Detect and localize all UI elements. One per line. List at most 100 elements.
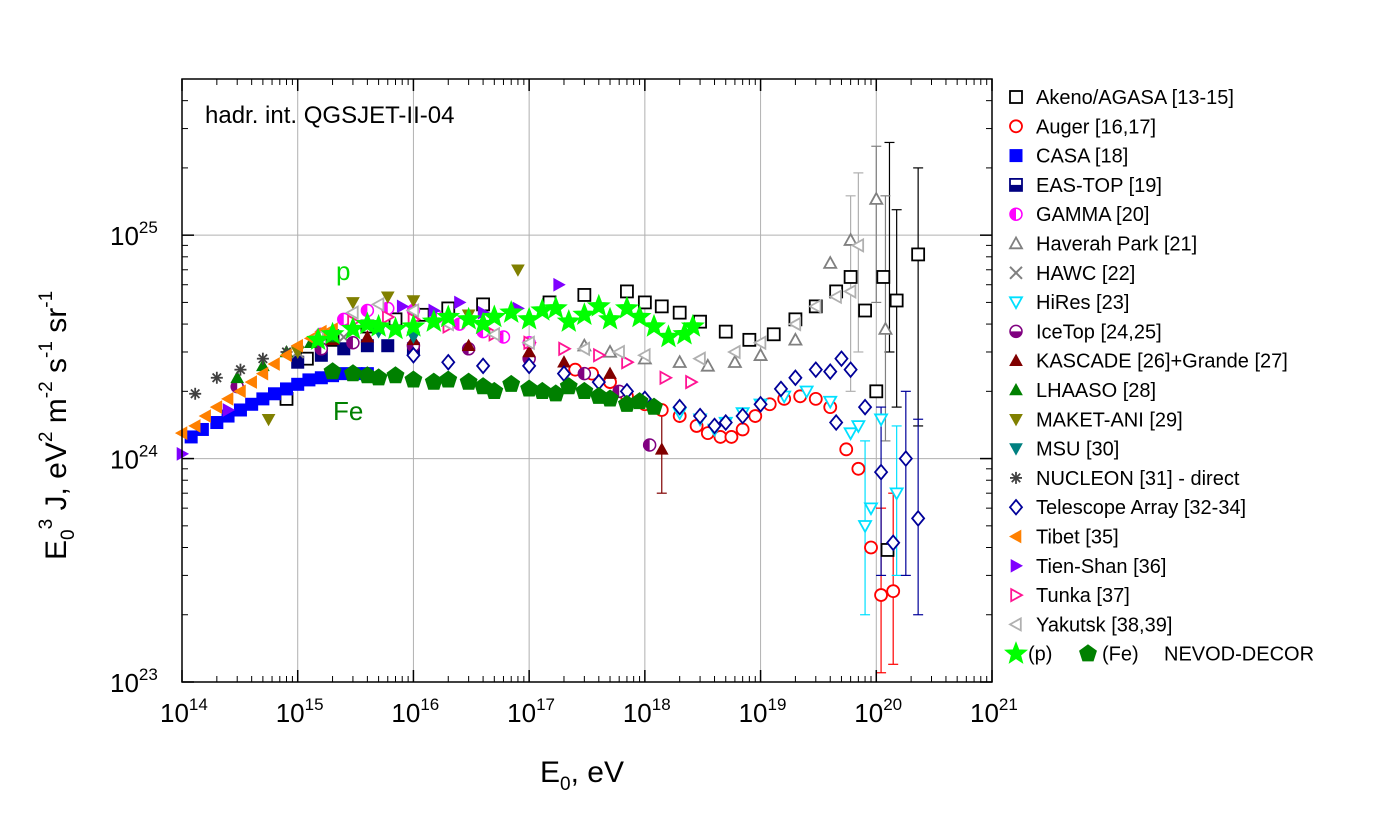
marker-shape: [256, 392, 270, 406]
data-point: [603, 366, 617, 379]
marker-shape: [773, 380, 789, 398]
marker-shape: [654, 299, 669, 314]
marker-shape: [405, 302, 420, 319]
legend-entry-nevod-decor: (p) (Fe) NEVOD-DECOR: [1004, 641, 1314, 666]
marker-fill: [1010, 184, 1022, 191]
data-point: [822, 255, 838, 269]
legend-entry: Yakutsk [38,39]: [1008, 614, 1172, 636]
legend-label: NUCLEON [31] - direct: [1036, 468, 1240, 490]
data-point: [593, 347, 607, 363]
legend-marker: [1009, 207, 1023, 221]
marker-shape: [221, 392, 234, 406]
data-point: [828, 289, 842, 305]
marker-shape: [406, 331, 421, 345]
axis-ticks: [181, 78, 993, 683]
data-point: [245, 397, 259, 411]
marker-shape: [672, 398, 687, 416]
data-point: [404, 370, 423, 388]
legend-marker: [1010, 558, 1024, 573]
marker-fill: [231, 380, 238, 393]
data-point: [396, 299, 410, 314]
data-point: [454, 295, 467, 310]
marker-shape: [1008, 529, 1022, 544]
data-point: [843, 361, 858, 379]
data-point: [406, 331, 421, 345]
legend-label: Auger [16,17]: [1036, 116, 1156, 138]
marker-shape: [244, 375, 257, 389]
marker-shape: [659, 370, 674, 386]
marker-shape: [598, 306, 622, 330]
marker-shape: [337, 342, 351, 356]
data-point: [680, 313, 705, 337]
data-point: [727, 344, 741, 360]
data-point: [188, 419, 201, 433]
marker-shape: [380, 291, 395, 304]
marker-fill: [1010, 331, 1022, 338]
marker-shape: [753, 395, 768, 413]
marker-shape: [222, 403, 236, 417]
marker-shape: [808, 391, 823, 406]
marker-shape: [637, 295, 652, 310]
data-point: [221, 392, 234, 406]
marker-shape: [436, 304, 461, 328]
marker-stroke: [258, 353, 268, 364]
data-point: [718, 324, 733, 339]
y-tick-label: 1024: [110, 442, 158, 475]
marker-shape: [1010, 587, 1024, 603]
marker-shape: [576, 341, 591, 357]
legend-entry: LHAASO [28]: [1009, 380, 1156, 402]
data-point: [672, 398, 687, 416]
y-axis-title: E03 J, eV2 m-2 s-1 sr-1: [36, 291, 79, 560]
legend-marker: [1009, 414, 1023, 427]
marker-shape: [654, 442, 669, 455]
data-point: [672, 305, 687, 320]
marker-shape: [1008, 296, 1024, 310]
legend-label: MAKET-ANI [29]: [1036, 409, 1183, 431]
data-point: [886, 534, 901, 552]
marker-shape: [1004, 641, 1028, 664]
data-point: [256, 352, 269, 365]
legend-marker: [1008, 235, 1024, 250]
data-point: [499, 300, 524, 323]
marker-shape: [718, 324, 733, 339]
marker-shape: [345, 305, 359, 321]
marker-shape: [323, 362, 342, 380]
data-point: [877, 321, 893, 335]
data-point: [685, 374, 699, 390]
marker-shape: [898, 449, 913, 468]
marker-shape: [370, 296, 385, 312]
legend-label: LHAASO [28]: [1036, 380, 1156, 402]
marker-shape: [637, 347, 651, 363]
marker-shape: [255, 366, 269, 381]
marker-shape: [401, 313, 426, 337]
data-point: [559, 377, 578, 395]
data-point: [873, 463, 889, 481]
data-point: [421, 309, 446, 332]
marker-shape: [843, 427, 859, 441]
marker-shape: [396, 299, 410, 314]
data-point: [843, 270, 858, 284]
marker-shape: [486, 326, 501, 342]
data-point: [748, 409, 763, 423]
data-point: [370, 296, 385, 312]
marker-shape: [593, 347, 607, 363]
data-point: [839, 442, 854, 457]
marker-stroke: [1009, 266, 1023, 280]
legend-label: Yakutsk [38,39]: [1036, 614, 1172, 636]
marker-shape: [627, 304, 652, 328]
marker-shape: [807, 298, 822, 314]
marker-shape: [343, 364, 362, 382]
marker-shape: [290, 338, 304, 353]
data-point: [886, 584, 901, 599]
marker-shape: [672, 305, 687, 320]
marker-shape: [404, 370, 423, 388]
data-point: [189, 387, 202, 400]
marker-shape: [386, 366, 405, 384]
marker-shape: [614, 295, 639, 319]
data-point: [575, 381, 594, 399]
data-point: [302, 373, 316, 387]
marker-shape: [645, 397, 663, 415]
legend-entry: MSU [30]: [1009, 439, 1119, 461]
marker-fill: [337, 313, 344, 326]
